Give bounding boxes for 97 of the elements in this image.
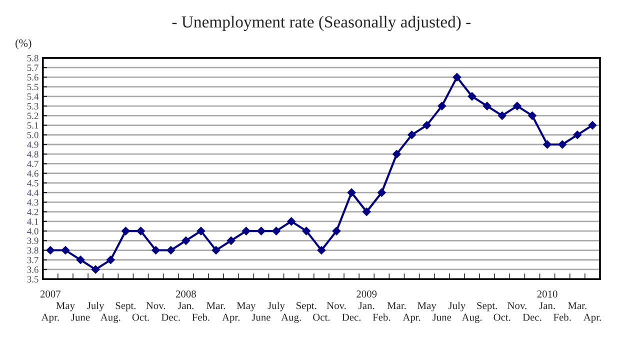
point (377, 188, 386, 197)
point (512, 102, 522, 110)
x-tick-label: 2010 Jan. (537, 290, 558, 310)
y-tick-label: 5.5 (27, 84, 38, 90)
x-tick-label: May (236, 302, 256, 312)
x-tick-label: Sept. (477, 302, 497, 312)
point (528, 111, 537, 120)
point (106, 255, 116, 264)
x-tick-label: Aug. (281, 314, 301, 323)
x-tick-label: July (448, 302, 466, 312)
point (272, 226, 281, 236)
point (392, 150, 402, 159)
x-tick-label: 2008 Jan. (176, 290, 196, 310)
x-tick-label: June (252, 314, 270, 321)
y-tick-label: 4.0 (27, 228, 38, 234)
x-tick-label: May (418, 302, 436, 312)
point (468, 92, 476, 101)
x-tick-label: Dec. (161, 314, 180, 321)
y-tick-label: 5.1 (27, 122, 38, 129)
point (572, 130, 582, 140)
y-tick-label: 5.3 (27, 103, 38, 110)
point (542, 140, 552, 149)
x-tick-label: June (71, 314, 90, 321)
y-tick-label: 4.9 (27, 142, 38, 148)
point (452, 72, 462, 82)
point (498, 111, 507, 120)
y-tick-label: 4.1 (27, 218, 38, 225)
y-tick-label: 5.4 (27, 93, 39, 100)
point (422, 120, 432, 130)
x-tick-label: June (432, 314, 452, 321)
x-tick-label: July (268, 302, 285, 312)
y-tick-label: 3.7 (27, 256, 38, 264)
point (196, 226, 206, 236)
x-tick-label: Oct. (313, 314, 330, 321)
y-tick-label: 4.6 (27, 170, 38, 177)
point (61, 246, 70, 255)
x-tick-label: Nov. (146, 302, 166, 310)
y-tick-label: 3.8 (27, 247, 38, 254)
x-tick-label: Apr. (222, 314, 240, 323)
x-tick-label: Nov. (508, 302, 526, 310)
point (347, 188, 356, 197)
point (286, 216, 296, 226)
y-tick-label: 3.6 (27, 266, 38, 273)
y-tick-label: 4.2 (27, 208, 38, 216)
x-tick-label: Feb. (554, 313, 571, 321)
y-tick-label: 4.7 (27, 160, 38, 168)
point (437, 102, 446, 110)
y-tick-label: 4.3 (27, 199, 38, 206)
y-tick-label: 5.6 (27, 74, 38, 81)
x-tick-label: Oct. (132, 314, 149, 321)
x-tick-label: Nov. (326, 302, 346, 310)
x-tick-label: Mar. (387, 302, 406, 310)
x-tick-label: Oct. (494, 314, 510, 321)
point (76, 255, 85, 264)
point (182, 236, 190, 246)
x-tick-label: Feb. (192, 313, 210, 321)
point (121, 226, 130, 236)
x-tick-label: Aug. (100, 314, 120, 323)
y-tick-label: 3.9 (27, 238, 38, 244)
point (46, 246, 55, 255)
y-tick-label: 5.7 (27, 64, 38, 71)
x-tick-label: Sept. (116, 302, 136, 312)
point (332, 226, 341, 236)
x-tick-label: Feb. (372, 313, 390, 321)
y-tick-label: 4.5 (27, 180, 38, 186)
chart-title: - Unemployment rate (Seasonally adjusted) - (172, 16, 471, 31)
x-tick-label: Dec. (522, 314, 542, 321)
y-tick-label: 4.8 (27, 151, 38, 158)
x-tick-label: Sept. (296, 302, 316, 312)
x-tick-label: 2009 Jan. (356, 290, 377, 310)
point (212, 246, 220, 255)
point (151, 246, 160, 255)
point (91, 265, 100, 274)
point (482, 102, 492, 110)
y-axis-title: (%) (16, 39, 32, 50)
point (136, 226, 146, 236)
x-tick-label: Dec. (342, 314, 361, 321)
point (226, 236, 236, 246)
point (302, 226, 311, 236)
x-tick-label: Apr. (583, 314, 601, 323)
y-tick-label: 4.4 (27, 190, 39, 196)
x-tick-label: Mar. (568, 302, 586, 310)
y-tick-label: 5.0 (27, 132, 38, 138)
x-tick-label: Mar. (206, 302, 226, 310)
y-tick-label: 3.5 (27, 276, 38, 283)
point (588, 120, 597, 130)
point (362, 207, 372, 216)
point (256, 226, 266, 236)
y-tick-label: 5.8 (27, 54, 38, 62)
y-tick-label: 5.2 (27, 112, 38, 120)
x-tick-label: May (56, 302, 75, 312)
x-tick-label: Aug. (462, 314, 482, 323)
point (317, 246, 326, 255)
x-tick-label: Apr. (402, 314, 420, 323)
point (166, 246, 176, 255)
x-tick-label: July (87, 302, 104, 312)
point (407, 130, 416, 140)
